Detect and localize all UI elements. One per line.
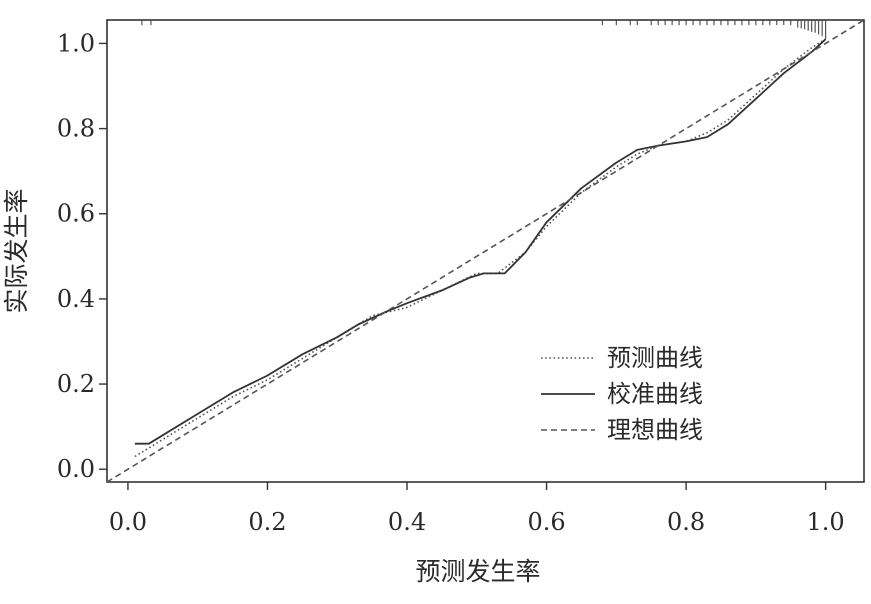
x-tick-label: 0.4: [388, 508, 426, 536]
rug-ticks: [141, 20, 827, 40]
x-tick-label: 0.8: [667, 508, 705, 536]
x-tick-label: 0.6: [527, 508, 565, 536]
series-ideal-line: [106, 19, 865, 483]
plot-frame: [106, 19, 865, 483]
y-tick-label: 0.2: [57, 370, 95, 398]
y-tick-label: 0.4: [57, 285, 95, 313]
series-layer: [106, 19, 865, 483]
y-tick-label: 0.8: [57, 115, 95, 143]
y-tick-label: 0.0: [57, 455, 95, 483]
legend-label-predicted: 预测曲线: [607, 344, 703, 372]
y-tick-label: 0.6: [57, 200, 95, 228]
x-axis: 0.0 0.2 0.4 0.6 0.8 1.0: [109, 482, 845, 536]
x-axis-title: 预测发生率: [415, 557, 540, 586]
legend-label-calibration: 校准曲线: [607, 380, 703, 408]
x-tick-label: 1.0: [807, 508, 845, 536]
series-predicted-line: [134, 38, 827, 458]
x-tick-label: 0.2: [248, 508, 286, 536]
y-axis: 0.0 0.2 0.4 0.6 0.8 1.0: [57, 29, 107, 483]
x-tick-label: 0.0: [109, 508, 147, 536]
y-axis-title: 实际发生率: [2, 188, 31, 313]
legend-label-ideal: 理想曲线: [607, 416, 703, 444]
legend: 预测曲线 校准曲线 理想曲线: [541, 344, 703, 444]
series-calibration-line: [134, 38, 827, 445]
y-tick-label: 1.0: [57, 29, 95, 57]
